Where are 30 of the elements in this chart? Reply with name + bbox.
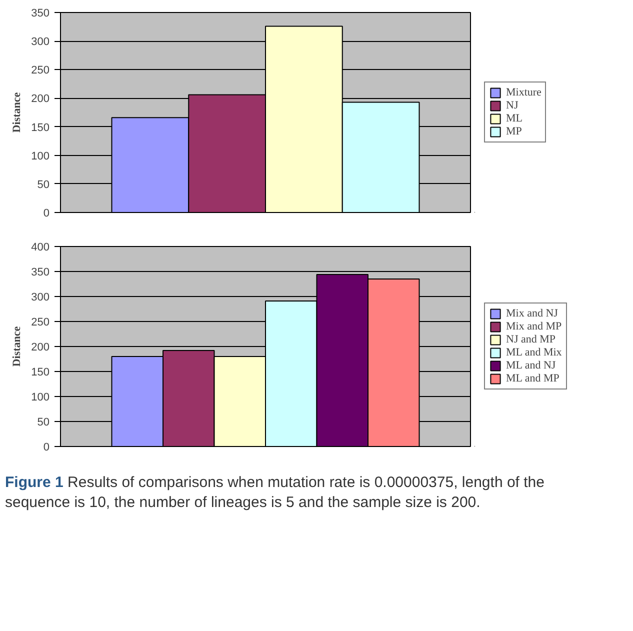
caption: Figure 1 Results of comparisons when mutation rate is 0.00000375, length of the sequence is 10, the number of lineages is 5 and the sample size is 200. bbox=[5, 473, 546, 514]
y-tick-label: 50 bbox=[37, 178, 50, 191]
y-tick-label: 100 bbox=[31, 392, 50, 404]
y-tick-label: 350 bbox=[31, 266, 50, 278]
y-tick-label: 150 bbox=[31, 366, 50, 378]
y-tick-label: 0 bbox=[43, 442, 50, 454]
legend-label: ML and Mix bbox=[506, 346, 562, 358]
y-axis-title: Distance bbox=[11, 92, 24, 133]
y-tick-label: 250 bbox=[31, 316, 50, 328]
y-tick-label: 200 bbox=[31, 342, 50, 354]
y-tick-label: 200 bbox=[31, 93, 50, 106]
legend-label: ML and NJ bbox=[506, 360, 556, 372]
legend-label: ML and MP bbox=[506, 372, 560, 384]
y-axis-title: Distance bbox=[11, 326, 24, 367]
legend-label: NJ and MP bbox=[506, 334, 556, 346]
legend-label: NJ bbox=[506, 100, 520, 112]
y-tick-label: 50 bbox=[37, 416, 50, 428]
legend-label: Mix and NJ bbox=[506, 308, 558, 320]
legend-label: Mixture bbox=[506, 86, 542, 98]
y-tick-label: 150 bbox=[31, 122, 50, 134]
y-tick-label: 0 bbox=[43, 208, 50, 220]
y-tick-label: 400 bbox=[31, 242, 50, 254]
legend-label: MP bbox=[506, 126, 523, 138]
legend-label: ML bbox=[506, 112, 524, 124]
y-tick-label: 250 bbox=[31, 64, 50, 77]
y-tick-label: 300 bbox=[31, 36, 50, 48]
y-tick-label: 100 bbox=[31, 150, 50, 162]
legend-label: Mix and MP bbox=[506, 320, 562, 332]
y-tick-label: 300 bbox=[31, 292, 50, 304]
y-tick-label: 350 bbox=[31, 8, 50, 20]
